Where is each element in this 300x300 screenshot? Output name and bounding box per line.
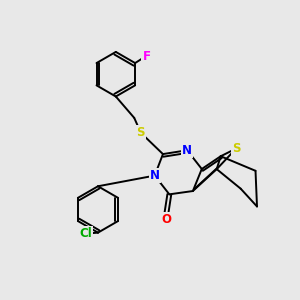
Text: S: S <box>232 142 240 155</box>
Text: N: N <box>182 144 192 157</box>
Text: N: N <box>150 169 160 182</box>
Text: Cl: Cl <box>79 227 92 240</box>
Text: F: F <box>142 50 150 63</box>
Text: S: S <box>136 126 145 139</box>
Text: O: O <box>161 212 171 226</box>
